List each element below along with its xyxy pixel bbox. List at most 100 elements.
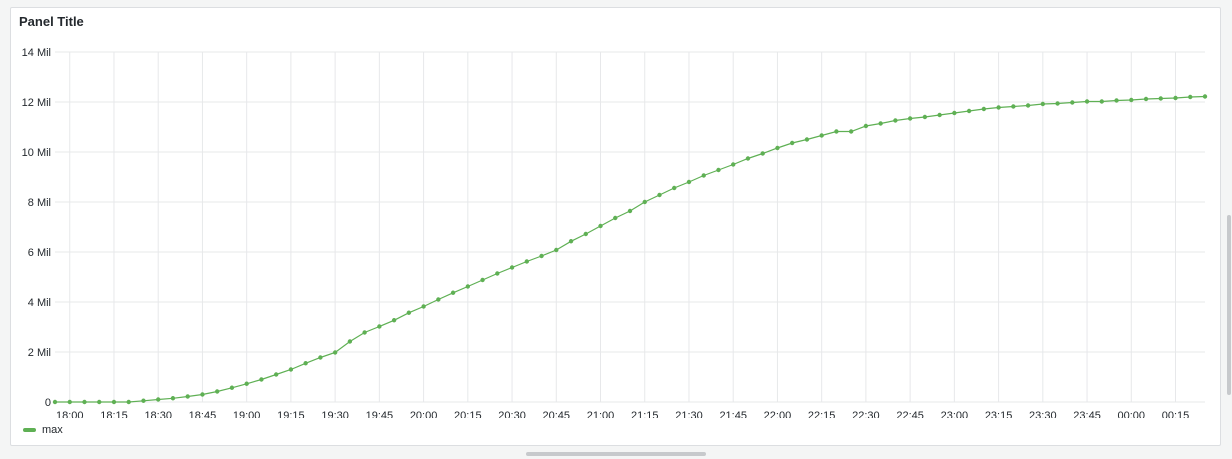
data-point [141,398,146,403]
y-tick-label: 6 Mil [28,247,51,259]
data-point [1202,94,1208,99]
data-point [450,290,456,295]
y-tick-label: 8 Mil [28,197,51,209]
x-tick-label: 20:45 [543,410,571,418]
data-point [332,350,338,355]
data-point [67,399,72,405]
x-tick-label: 23:45 [1073,410,1101,418]
data-point [907,116,913,121]
panel: Panel Title 0 2 Mil 4 Mil 6 Mil 8 Mil 10 Mil 1… [10,7,1221,446]
data-point [1025,103,1031,108]
data-point [97,399,102,405]
data-point [156,397,161,402]
y-tick-label: 4 Mil [28,297,51,309]
x-tick-label: 21:30 [675,410,703,418]
data-point [996,105,1001,110]
data-point [1114,98,1119,103]
data-point [347,339,353,344]
x-tick-label: 18:45 [189,410,217,418]
y-tick-label: 14 Mil [22,47,51,59]
y-tick-label: 2 Mil [28,347,51,359]
horizontal-scrollbar[interactable] [526,452,706,456]
legend-swatch-max [23,428,36,432]
data-point [878,121,883,126]
data-point [952,110,957,116]
data-point [804,137,810,142]
x-tick-label: 18:30 [144,410,172,418]
data-point [377,324,382,329]
data-point [1173,95,1178,101]
data-point [288,367,294,372]
data-point [406,310,412,315]
data-point [981,106,987,112]
x-tick-label: 21:00 [587,410,615,418]
data-point [318,355,323,360]
data-point [391,318,397,323]
data-point [834,129,839,134]
data-point [937,112,942,118]
data-point [1084,99,1090,104]
x-tick-label: 00:00 [1118,410,1146,418]
data-point [1188,94,1193,100]
x-tick-label: 23:15 [985,410,1013,418]
y-tick-label: 0 [45,397,51,409]
data-point [185,394,190,399]
data-point [200,392,205,397]
legend-label-max[interactable]: max [42,424,63,436]
data-point [244,381,249,386]
data-point [303,361,308,366]
data-point [214,389,220,394]
line-chart: 0 2 Mil 4 Mil 6 Mil 8 Mil 10 Mil 12 Mil 14 Mil 1… [22,47,1208,418]
series-line-max [55,95,1206,403]
x-tick-label: 22:15 [808,410,836,418]
data-point [229,385,235,390]
legend: max [23,424,63,436]
data-point [1011,104,1016,109]
data-point [642,199,647,205]
data-point [922,114,928,120]
data-point [893,118,898,123]
x-tick-label: 18:00 [56,410,84,418]
data-point [848,129,854,134]
data-point [524,259,529,264]
data-point [627,208,633,214]
data-point [509,265,515,270]
data-point [745,156,751,161]
x-tick-label: 22:45 [896,410,924,418]
x-tick-label: 20:00 [410,410,438,418]
data-point [539,253,544,259]
data-point [863,123,869,129]
data-point [775,145,780,151]
data-point [126,399,131,405]
x-tick-label: 21:45 [719,410,747,418]
data-point [760,151,765,156]
x-tick-label: 23:30 [1029,410,1057,418]
data-point [716,167,721,173]
data-point [480,277,485,283]
data-point [111,399,117,405]
x-tick-label: 19:15 [277,410,305,418]
data-point [583,231,588,237]
data-point [421,304,426,309]
data-point [465,284,471,289]
data-point [82,399,87,405]
data-point [554,247,559,253]
x-tick-label: 21:15 [631,410,659,418]
data-point [701,173,706,178]
data-point [170,396,176,401]
x-tick-label: 22:00 [764,410,792,418]
panel-title[interactable]: Panel Title [19,14,84,29]
x-tick-label: 18:15 [100,410,128,418]
vertical-scrollbar[interactable] [1227,215,1231,395]
data-point [819,133,824,138]
data-point [789,140,795,146]
data-point [686,179,692,185]
x-tick-label: 19:45 [366,410,394,418]
x-tick-label: 23:00 [941,410,969,418]
data-point [568,239,574,244]
data-point [436,297,441,302]
x-tick-label: 19:30 [321,410,349,418]
x-tick-label: 19:00 [233,410,261,418]
data-point [657,192,662,198]
data-point [613,215,618,221]
